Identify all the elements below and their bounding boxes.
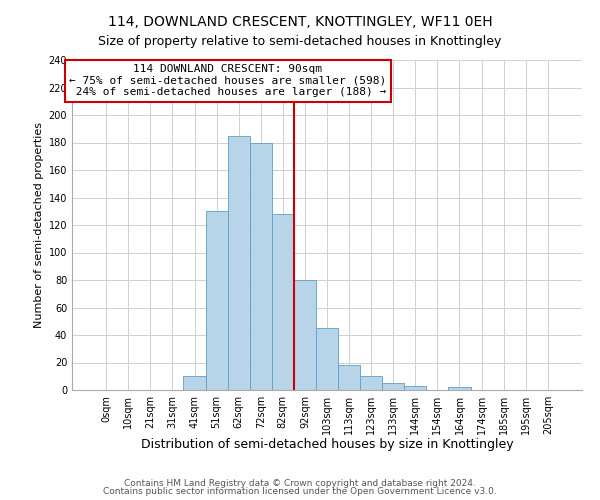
X-axis label: Distribution of semi-detached houses by size in Knottingley: Distribution of semi-detached houses by …	[140, 438, 514, 452]
Bar	[294, 280, 316, 390]
Y-axis label: Number of semi-detached properties: Number of semi-detached properties	[34, 122, 44, 328]
Bar	[338, 365, 360, 390]
Bar	[316, 328, 338, 390]
Bar	[227, 136, 250, 390]
Bar	[382, 383, 404, 390]
Bar	[360, 376, 382, 390]
Bar	[250, 142, 272, 390]
Text: Contains HM Land Registry data © Crown copyright and database right 2024.: Contains HM Land Registry data © Crown c…	[124, 478, 476, 488]
Bar	[184, 376, 206, 390]
Bar	[404, 386, 427, 390]
Bar	[206, 211, 227, 390]
Text: Size of property relative to semi-detached houses in Knottingley: Size of property relative to semi-detach…	[98, 35, 502, 48]
Bar	[272, 214, 294, 390]
Text: 114, DOWNLAND CRESCENT, KNOTTINGLEY, WF11 0EH: 114, DOWNLAND CRESCENT, KNOTTINGLEY, WF1…	[107, 15, 493, 29]
Bar	[448, 387, 470, 390]
Text: 114 DOWNLAND CRESCENT: 90sqm
← 75% of semi-detached houses are smaller (598)
 24: 114 DOWNLAND CRESCENT: 90sqm ← 75% of se…	[69, 64, 386, 98]
Text: Contains public sector information licensed under the Open Government Licence v3: Contains public sector information licen…	[103, 487, 497, 496]
